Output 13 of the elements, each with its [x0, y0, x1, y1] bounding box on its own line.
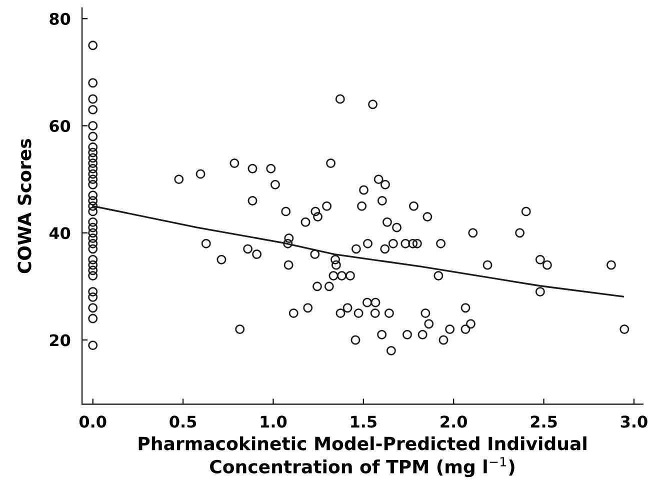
y-axis-title: COWA Scores — [18, 138, 32, 274]
y-tick-label: 60 — [50, 120, 70, 132]
x-tick-label: 3.0 — [620, 416, 648, 428]
x-tick-label: 0.5 — [170, 416, 196, 428]
x-tick-label: 2.5 — [530, 416, 557, 428]
x-tick-label: 2.0 — [440, 416, 467, 428]
x-tick-label: 0.0 — [79, 416, 106, 428]
x-tick-label: 1.0 — [260, 416, 287, 428]
y-tick-label: 40 — [49, 227, 70, 240]
y-tick-label: 80 — [50, 12, 70, 25]
y-tick-label: 20 — [50, 334, 70, 346]
x-axis-title: Pharmacokinetic Model-Predicted Individual Concentration of TPM (mg l$^{−1}$) — [138, 436, 586, 478]
x-tick-label: 1.5 — [351, 416, 376, 428]
